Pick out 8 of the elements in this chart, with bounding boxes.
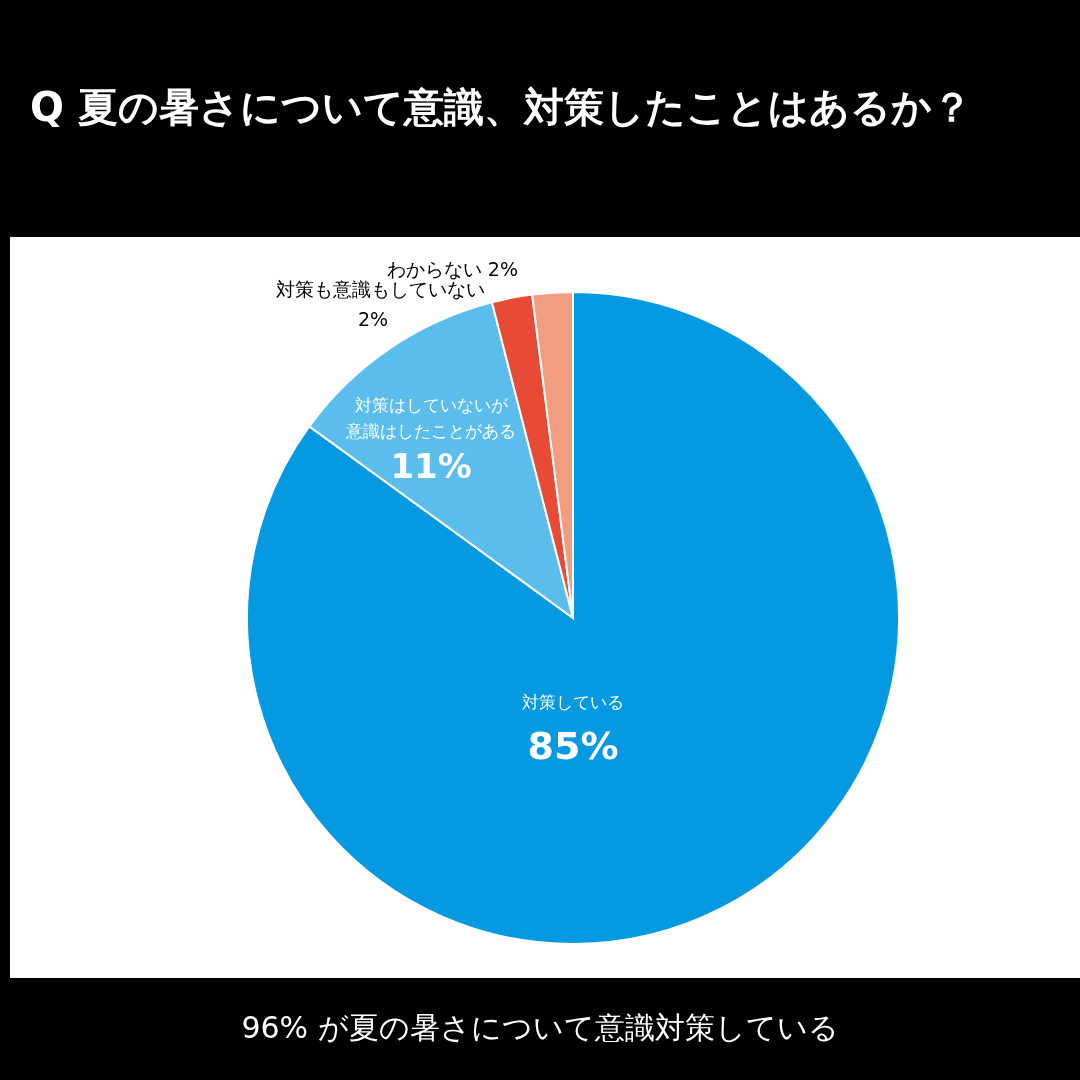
text: 96% が夏の暑さについて意識対策している	[240, 1009, 840, 1047]
data-label: 85%	[527, 723, 619, 768]
chart-title: Q 夏の暑さについて意識、対策したことはあるか？	[30, 83, 972, 132]
data-label: 11%	[390, 445, 472, 486]
data-label: 2%	[357, 308, 389, 330]
slice-label: 対策している	[522, 691, 624, 712]
slice-label: わからない 2%	[386, 258, 518, 280]
slice-label: 対策はしていないが意識はしたことがある	[345, 394, 517, 441]
